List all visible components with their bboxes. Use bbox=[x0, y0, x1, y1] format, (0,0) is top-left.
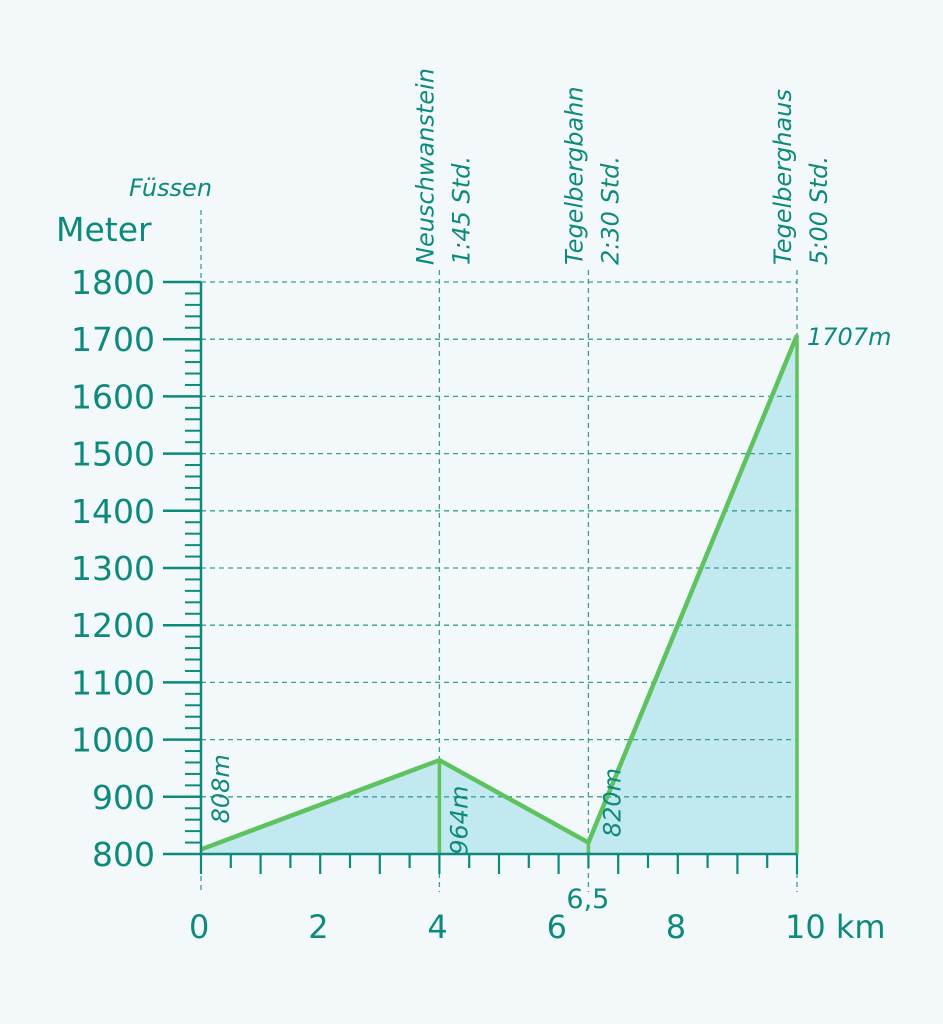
y-tick-label: 1700 bbox=[71, 320, 155, 359]
waypoint-name: Tegelberghaus bbox=[769, 89, 797, 265]
y-tick-label: 1000 bbox=[71, 721, 155, 760]
waypoint-name: Füssen bbox=[129, 174, 212, 202]
y-tick-label: 1400 bbox=[71, 492, 155, 531]
x-tick-label: 10 km bbox=[785, 908, 886, 946]
elevation-label: 964m bbox=[445, 786, 473, 855]
y-tick-label: 1600 bbox=[71, 377, 155, 416]
waypoint-time: 1:45 Std. bbox=[447, 156, 475, 265]
y-tick-label: 1500 bbox=[71, 435, 155, 474]
x-tick-label: 0 bbox=[189, 908, 209, 946]
profile-line-layer bbox=[200, 334, 800, 854]
y-tick-label: 1800 bbox=[71, 263, 155, 302]
waypoint-time: 5:00 Std. bbox=[805, 156, 833, 265]
elevation-label: 820m bbox=[598, 768, 626, 837]
x-tick-label: 8 bbox=[666, 908, 686, 946]
y-tick-label: 1300 bbox=[71, 549, 155, 588]
area-fill-layer bbox=[201, 335, 797, 854]
y-tick-label: 900 bbox=[92, 778, 155, 817]
elevation-label: 1707m bbox=[807, 323, 891, 351]
elevation-label: 808m bbox=[207, 754, 235, 823]
labels-layer: 808m 964m 820m 1707m Füssen Neuschwanstein 1:4… bbox=[129, 68, 891, 855]
waypoint-name: Tegelbergbahn bbox=[560, 86, 588, 265]
elevation-area bbox=[201, 335, 797, 854]
x-tick-label: 4 bbox=[427, 908, 447, 946]
y-axis-title: Meter bbox=[56, 210, 152, 249]
profile-line bbox=[200, 334, 800, 852]
x-tick-label-extra: 6,5 bbox=[566, 884, 609, 915]
x-tick-label: 6 bbox=[547, 908, 567, 946]
y-tick-label: 800 bbox=[92, 835, 155, 874]
waypoint-name: Neuschwanstein bbox=[411, 68, 439, 265]
waypoint-time: 2:30 Std. bbox=[596, 156, 624, 265]
axes-layer: 800 900 1000 1100 1200 1300 1400 1500 1600 1700 18… bbox=[56, 210, 886, 946]
y-tick-label: 1200 bbox=[71, 606, 155, 645]
y-tick-label: 1100 bbox=[71, 663, 155, 702]
x-tick-label: 2 bbox=[308, 908, 328, 946]
